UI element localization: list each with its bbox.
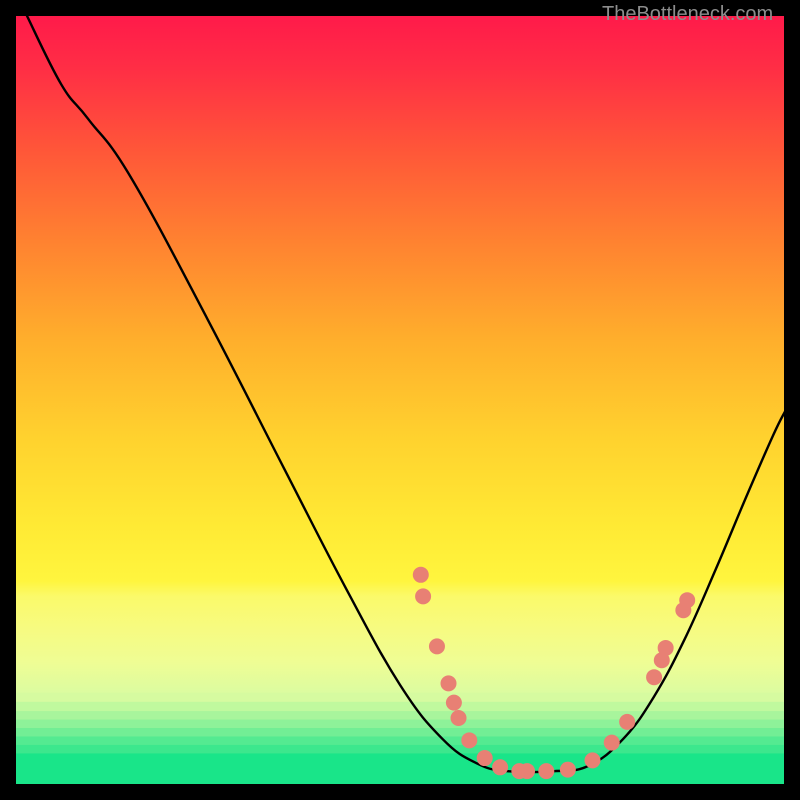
chart-frame	[0, 0, 800, 800]
curve-marker	[560, 762, 576, 778]
curve-marker	[451, 710, 467, 726]
curve-marker	[604, 735, 620, 751]
green-band	[15, 753, 785, 785]
curve-marker	[413, 567, 429, 583]
curve-marker	[538, 763, 554, 779]
curve-marker	[477, 750, 493, 766]
plot-area	[15, 15, 785, 785]
curve-marker	[441, 675, 457, 691]
curve-marker	[415, 588, 431, 604]
curve-marker	[429, 638, 445, 654]
watermark-text: TheBottleneck.com	[602, 3, 773, 26]
green-band	[15, 736, 785, 745]
curve-marker	[585, 752, 601, 768]
green-band	[15, 745, 785, 754]
curve-marker	[492, 759, 508, 775]
curve-marker	[619, 714, 635, 730]
curve-marker	[658, 640, 674, 656]
green-band	[15, 728, 785, 737]
green-band	[15, 720, 785, 729]
green-band	[15, 693, 785, 703]
curve-marker	[446, 695, 462, 711]
green-band	[15, 711, 785, 720]
green-band	[15, 702, 785, 712]
curve-marker	[461, 732, 477, 748]
curve-marker	[519, 763, 535, 779]
curve-marker	[646, 669, 662, 685]
chart-svg	[15, 15, 785, 785]
curve-marker	[679, 592, 695, 608]
